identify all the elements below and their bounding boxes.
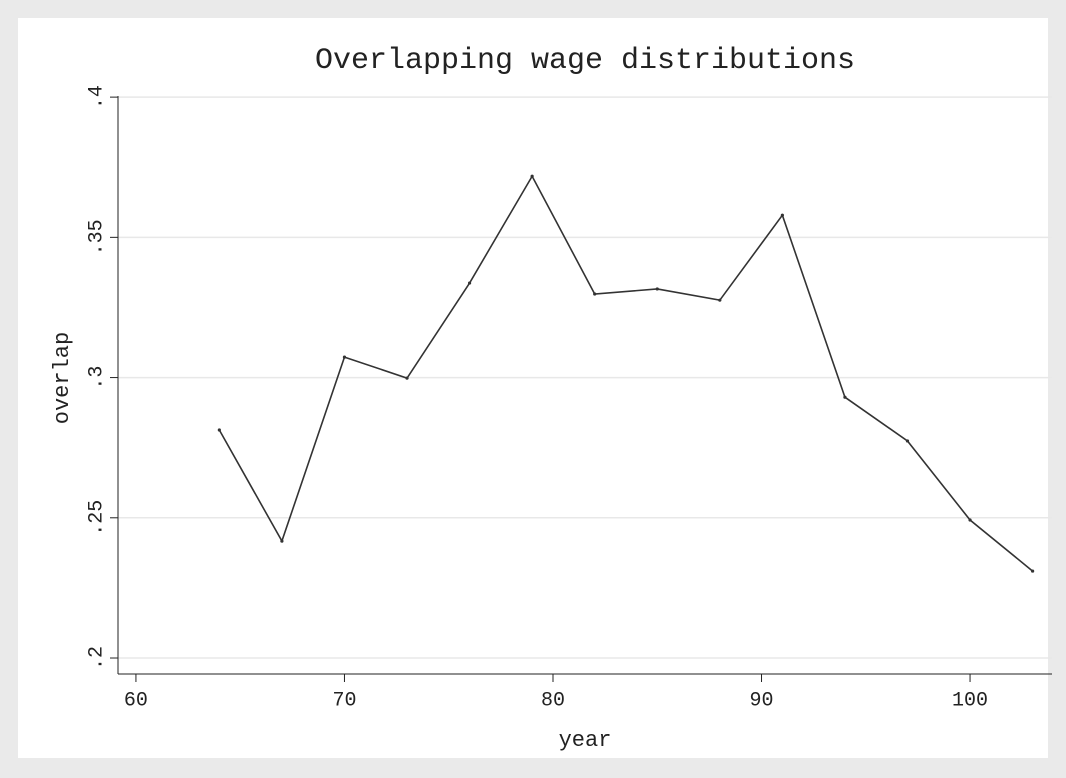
data-line [218,174,1034,572]
chart-title: Overlapping wage distributions [315,44,855,78]
y-tick-label: .2 [85,646,108,670]
data-point [467,281,472,285]
x-tick-label: 100 [952,689,988,712]
x-axis-label: year [559,728,612,753]
data-point [217,428,221,432]
y-tick-label: .4 [85,85,108,109]
y-tick-label: .25 [85,500,108,536]
graph-region [18,18,1048,758]
data-point [718,298,722,302]
data-point [280,539,284,543]
x-tick-label: 70 [332,689,356,712]
data-point [843,395,847,399]
data-point [405,376,409,380]
data-point [780,213,784,217]
y-tick-label: .3 [85,366,108,390]
data-point [905,439,910,443]
data-point [1031,569,1035,573]
y-axis-label: overlap [50,332,75,424]
data-point [530,174,534,178]
y-tick-label: .35 [85,219,108,255]
data-point [968,518,972,522]
data-point [593,292,597,296]
data-point [655,287,659,291]
x-tick-label: 90 [750,689,774,712]
x-tick-label: 80 [541,689,565,712]
data-point [342,355,347,359]
x-tick-label: 60 [124,689,148,712]
